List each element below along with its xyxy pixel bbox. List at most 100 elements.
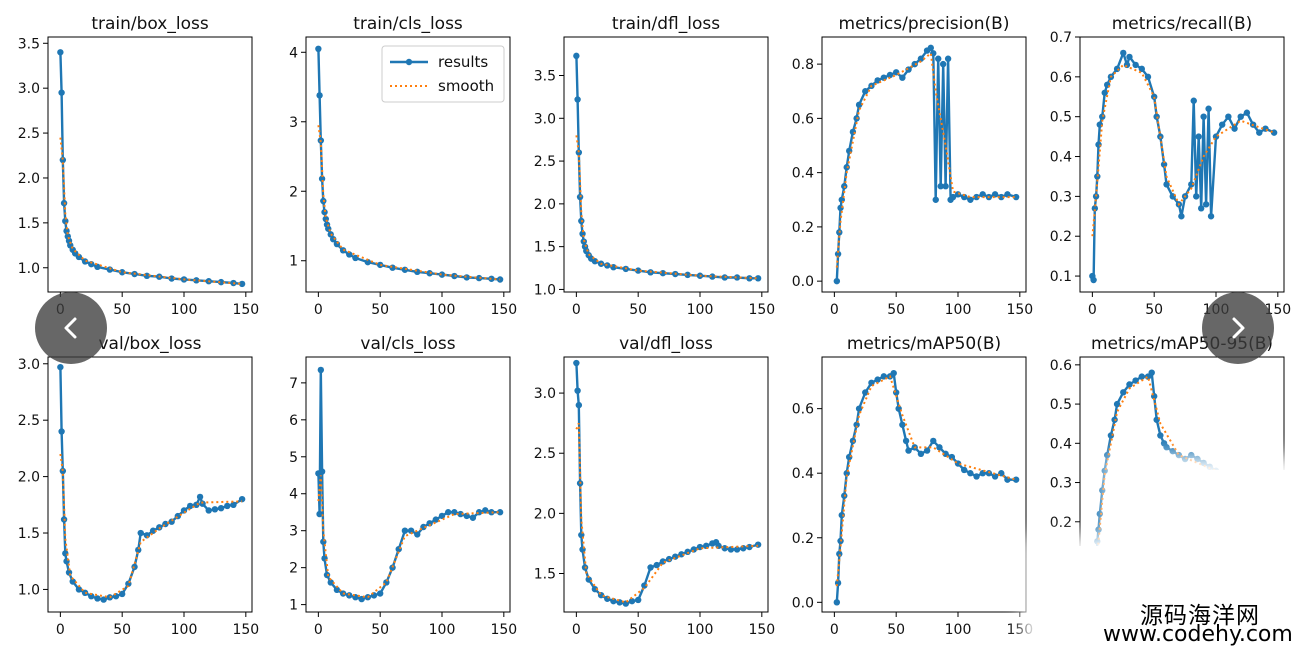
x-tick-label: 100 [687,622,714,638]
results-point [833,277,841,285]
results-point [1262,125,1269,132]
smooth-series-line [835,51,1017,268]
results-point [855,101,863,109]
results-point [1092,193,1100,200]
results-point [186,502,194,510]
y-tick-label: 1.5 [18,526,40,542]
results-point [1163,181,1170,188]
results-point [1256,129,1263,136]
chart-title: train/cls_loss [353,14,463,34]
watermark-title: 源码海洋网 [1140,603,1260,629]
y-tick-label: 4 [289,45,298,61]
results-point [892,389,900,396]
results-point [604,595,611,602]
y-tick-label: 2.5 [534,154,556,170]
results-point [1101,89,1108,96]
results-point [94,595,101,602]
results-point [496,509,504,516]
results-point [991,473,999,480]
results-point [420,523,427,531]
results-point [715,542,722,550]
results-point [853,421,860,428]
next-image-button[interactable] [1202,292,1274,364]
results-point [1243,109,1251,116]
x-tick-label: 50 [887,302,905,318]
plot-frame [305,356,511,613]
y-tick-label: 1.0 [18,261,40,277]
results-point [905,447,912,454]
x-tick-label: 150 [232,302,259,318]
y-tick-label: 1.0 [18,582,40,598]
results-point [317,366,325,374]
results-point [930,437,937,445]
results-point [318,468,326,475]
results-point [886,71,894,79]
y-tick-label: 3.0 [534,111,556,127]
results-point [890,369,897,377]
smooth-series-line [317,125,501,281]
y-tick-label: 0.2 [1050,229,1072,245]
results-series-line [575,362,759,605]
results-point [709,273,716,280]
y-tick-label: 2 [289,561,298,577]
results-point [834,250,842,258]
chart-panel-3: metrics/precision(B) 0 50 100 150 0.0 0.2 0.4 0.… [792,14,1033,318]
results-point [1200,113,1207,120]
x-tick-label: 150 [748,302,775,318]
y-tick-label: 2.0 [534,506,556,522]
results-point [1188,451,1195,459]
results-point [118,590,126,598]
plot-frame [305,36,511,293]
results-point [1195,133,1202,140]
results-point [746,275,753,282]
results-point [754,275,762,282]
results-point [944,55,952,62]
results-point [574,96,581,103]
results-point [1012,193,1020,201]
results-point [438,271,446,278]
previous-image-button[interactable] [35,292,107,364]
results-point [902,437,910,445]
y-tick-label: 7 [289,376,298,392]
y-tick-label: 0.0 [792,274,814,290]
x-tick-label: 150 [490,302,517,318]
results-point [1094,173,1101,180]
legend-results-marker [405,58,413,66]
y-tick-label: 0.4 [1050,436,1072,452]
plot-frame [821,36,1027,293]
results-point [1126,381,1133,388]
results-point [1099,487,1106,494]
chart-title: train/dfl_loss [612,14,720,34]
smooth-series-line [835,374,1017,587]
results-point [58,428,65,435]
x-tick-label: 0 [1088,302,1097,318]
results-point [684,271,691,279]
y-tick-label: 2.0 [534,197,556,213]
y-tick-label: 3.0 [18,81,40,97]
results-point [935,55,942,62]
results-point [754,541,762,548]
results-point [939,60,947,68]
results-point [346,251,353,258]
legend-results-label: results [438,53,488,71]
y-tick-label: 0.4 [1050,150,1072,166]
chart-panel-4: metrics/recall(B)0501001500.10.20.30.40.… [1050,14,1291,318]
y-tick-label: 0.5 [1050,110,1072,126]
results-point [238,280,246,288]
results-point [862,88,869,95]
results-point [333,586,341,594]
results-point [1120,389,1127,396]
x-tick-label: 150 [232,622,259,638]
x-tick-label: 100 [687,302,714,318]
smooth-series-line [59,453,243,599]
results-point [702,542,710,550]
y-tick-label: 0.1 [1050,269,1072,285]
chart-title: metrics/recall(B) [1112,14,1253,34]
y-tick-label: 3.5 [534,69,556,85]
watermark-overlay [1120,470,1308,560]
watermark-background [1034,546,1308,654]
results-point [217,504,225,512]
results-point [224,502,231,510]
results-point [414,531,421,538]
results-point [1169,447,1176,455]
